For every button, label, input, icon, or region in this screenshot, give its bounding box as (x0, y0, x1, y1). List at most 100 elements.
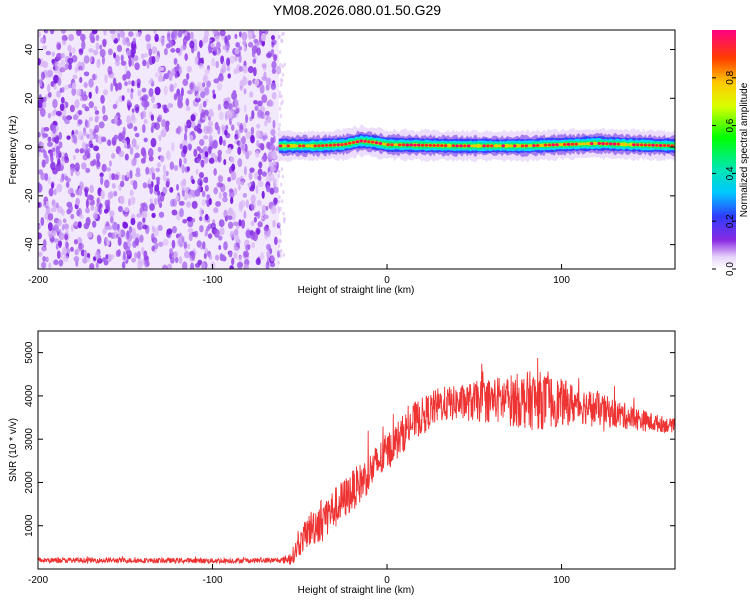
spectrogram-x-label: Height of straight line (km) (298, 285, 415, 296)
noise-blob (170, 48, 176, 53)
noise-blob (182, 78, 189, 87)
noise-blob (250, 126, 255, 136)
signal-peak (359, 139, 364, 143)
noise-blob (243, 121, 247, 131)
y-tick-label: -20 (24, 188, 35, 203)
noise-blob (62, 255, 69, 263)
signal-peak (624, 142, 628, 146)
noise-blob (106, 239, 111, 246)
noise-blob (73, 239, 78, 245)
noise-blob (208, 134, 213, 144)
noise-blob (103, 89, 108, 96)
noise-blob (111, 183, 116, 189)
noise-blob (74, 99, 80, 109)
noise-blob (115, 249, 120, 257)
noise-blob (280, 199, 284, 204)
noise-blob (94, 116, 99, 123)
noise-blob (179, 143, 184, 150)
noise-blob (254, 105, 259, 112)
noise-blob (280, 101, 283, 106)
noise-blob (245, 244, 250, 252)
noise-blob (225, 124, 229, 130)
signal-peak (447, 144, 452, 148)
noise-blob (126, 115, 132, 125)
noise-blob (187, 243, 191, 250)
noise-blob (169, 199, 175, 207)
signal-peak (443, 144, 448, 148)
noise-blob (200, 159, 205, 168)
noise-blob (185, 98, 190, 107)
noise-blob (199, 139, 205, 146)
noise-blob (102, 227, 108, 234)
noise-blob (102, 105, 106, 115)
noise-blob (53, 238, 59, 243)
noise-blob (182, 138, 188, 148)
noise-blob (243, 46, 247, 52)
noise-blob (49, 150, 54, 158)
noise-blob (151, 233, 155, 242)
noise-blob (57, 205, 63, 214)
noise-blob (150, 114, 155, 122)
noise-blob (258, 161, 263, 169)
noise-blob (208, 197, 212, 206)
noise-blob (266, 257, 270, 266)
noise-blob (42, 256, 46, 262)
noise-blob (47, 141, 53, 147)
noise-blob (163, 48, 168, 56)
noise-blob (179, 208, 184, 218)
noise-blob (277, 239, 281, 244)
noise-blob (73, 255, 80, 262)
noise-blob (187, 143, 193, 150)
noise-blob (116, 44, 123, 53)
noise-blob (165, 178, 171, 187)
signal-peak (478, 144, 483, 148)
noise-blob (88, 116, 93, 122)
noise-blob (107, 65, 113, 75)
noise-blob (121, 95, 125, 101)
noise-blob (161, 38, 165, 47)
noise-blob (201, 262, 206, 269)
noise-blob (134, 252, 138, 259)
noise-blob (118, 150, 125, 158)
noise-blob (270, 82, 277, 91)
signal-peak (643, 143, 648, 147)
signal-peak (405, 143, 410, 147)
noise-blob (283, 62, 286, 67)
noise-blob (38, 251, 43, 257)
noise-blob (159, 155, 165, 163)
signal-peak (294, 144, 298, 148)
noise-blob (272, 161, 277, 169)
noise-blob (101, 163, 107, 173)
noise-blob (177, 30, 183, 38)
noise-blob (103, 30, 107, 36)
signal-peak (578, 142, 582, 146)
signal-peak (336, 143, 340, 147)
snr-x-axis: -200 -100 0 100 (28, 564, 570, 586)
signal-peak (501, 144, 506, 148)
signal-peak (382, 142, 387, 146)
signal-peak (474, 144, 479, 148)
signal-peak (532, 144, 536, 148)
noise-blob (203, 135, 209, 140)
signal-peak (605, 142, 609, 146)
signal-peak (655, 143, 659, 147)
noise-blob (248, 150, 252, 156)
noise-blob (189, 40, 195, 49)
noise-blob (44, 30, 49, 35)
x-tick-label: 0 (384, 275, 390, 286)
noise-blob (212, 139, 218, 149)
noise-blob (129, 146, 134, 155)
noise-blob (251, 109, 255, 120)
noise-blob (142, 59, 147, 67)
noise-blob (238, 255, 242, 263)
colorbar-gradient (712, 30, 736, 269)
noise-blob (113, 174, 119, 181)
noise-blob (171, 239, 176, 249)
signal-peak (601, 142, 605, 146)
noise-blob (129, 169, 133, 179)
noise-blob (204, 151, 209, 158)
noise-blob (38, 93, 42, 101)
noise-blob (236, 121, 241, 127)
noise-blob (124, 65, 128, 74)
